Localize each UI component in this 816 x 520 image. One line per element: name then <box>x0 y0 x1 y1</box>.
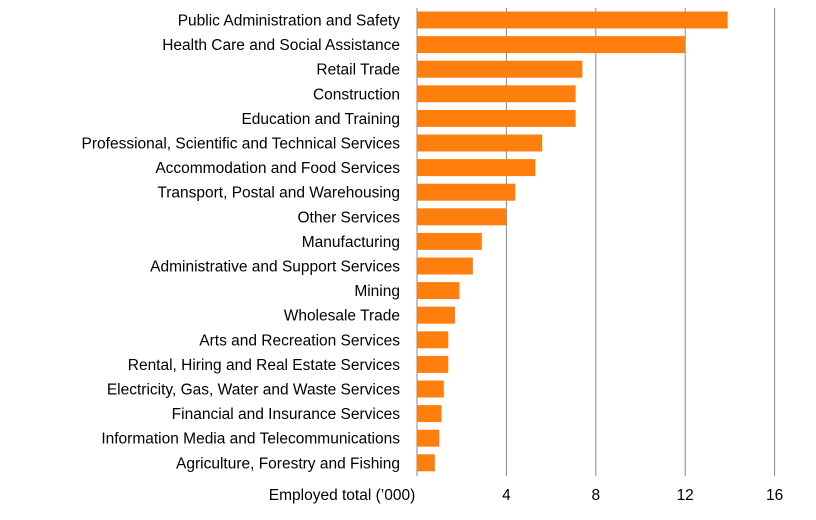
x-tick-labels: 4 8 12 16 <box>502 487 783 504</box>
category-label: Administrative and Support Services <box>150 259 400 276</box>
bar <box>417 60 583 78</box>
bar <box>417 109 576 127</box>
bar <box>417 85 576 103</box>
category-label: Arts and Recreation Services <box>199 332 400 349</box>
bar <box>417 355 449 373</box>
category-label: Professional, Scientific and Technical S… <box>82 136 401 153</box>
category-label: Education and Training <box>241 111 400 128</box>
bar <box>417 208 507 226</box>
x-axis-title: Employed total (’000) <box>269 487 415 504</box>
bar <box>417 380 444 398</box>
bar <box>417 134 543 152</box>
category-label: Other Services <box>297 209 400 226</box>
category-label: Financial and Insurance Services <box>172 406 401 423</box>
category-label: Mining <box>354 283 400 300</box>
bar <box>417 36 686 54</box>
category-label: Rental, Hiring and Real Estate Services <box>128 357 400 374</box>
bar <box>417 183 516 201</box>
category-label: Manufacturing <box>302 234 400 251</box>
category-label: Health Care and Social Assistance <box>162 37 400 54</box>
category-label: Public Administration and Safety <box>178 13 401 30</box>
bar <box>417 405 442 423</box>
category-label: Agriculture, Forestry and Fishing <box>176 455 400 472</box>
category-label: Transport, Postal and Warehousing <box>157 185 400 202</box>
bar <box>417 306 455 324</box>
x-tick-label: 4 <box>502 487 511 504</box>
category-label: Accommodation and Food Services <box>155 160 400 177</box>
bar <box>417 429 440 447</box>
category-labels: Public Administration and Safety Health C… <box>82 13 401 473</box>
bar <box>417 454 435 472</box>
bar <box>417 11 728 29</box>
category-label: Wholesale Trade <box>284 308 400 325</box>
category-label: Electricity, Gas, Water and Waste Servic… <box>107 382 400 399</box>
bar <box>417 159 536 177</box>
bar <box>417 331 449 349</box>
category-label: Retail Trade <box>316 62 400 79</box>
category-label: Information Media and Telecommunications <box>101 431 400 448</box>
x-tick-label: 16 <box>766 487 783 504</box>
x-tick-label: 8 <box>591 487 600 504</box>
bar <box>417 232 482 250</box>
category-label: Construction <box>313 86 400 103</box>
x-tick-label: 12 <box>677 487 694 504</box>
bars <box>417 11 728 472</box>
bar <box>417 257 473 275</box>
bar <box>417 282 460 300</box>
